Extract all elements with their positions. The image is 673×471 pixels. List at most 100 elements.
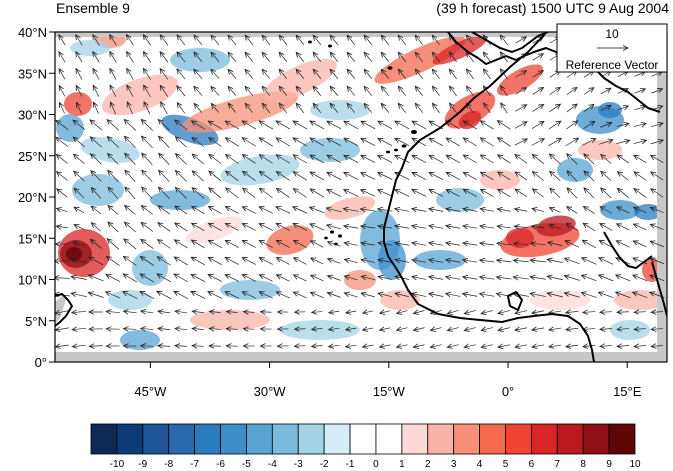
land-mask-top — [55, 32, 667, 37]
wind-vector — [124, 136, 136, 148]
wind-vector — [446, 172, 460, 180]
wind-vector — [276, 172, 290, 181]
wind-vector — [93, 68, 100, 80]
wind-vector — [174, 257, 188, 266]
wind-vector — [71, 260, 87, 263]
wind-vector — [125, 187, 136, 200]
wind-vector — [429, 226, 444, 229]
wind-vector — [364, 86, 373, 96]
wind-vector — [398, 103, 406, 113]
wind-vector — [446, 138, 461, 147]
wind-vector — [91, 154, 102, 165]
wind-vector — [209, 138, 222, 147]
wind-vector — [498, 310, 510, 313]
anomaly-blob — [380, 290, 420, 310]
wind-vector — [463, 209, 478, 212]
wind-vector — [616, 140, 629, 143]
colorbar-label: -7 — [190, 459, 199, 470]
wind-vector — [157, 257, 171, 266]
wind-vector — [73, 137, 86, 148]
wind-vector — [484, 86, 491, 97]
wind-vector — [276, 223, 291, 231]
wind-vector — [381, 103, 390, 113]
wind-vector — [378, 276, 392, 279]
anomaly-blob — [536, 215, 576, 237]
wind-vector — [480, 138, 494, 147]
wind-vector — [126, 35, 134, 46]
wind-vector — [466, 69, 474, 80]
lon-tick-label: 15°W — [373, 384, 406, 399]
wind-vector — [175, 206, 188, 215]
wind-vector — [177, 86, 186, 97]
wind-vector — [245, 103, 253, 113]
wind-vector — [395, 190, 410, 197]
wind-vector — [464, 345, 476, 348]
wind-vector — [432, 86, 440, 96]
wind-vector — [313, 52, 322, 62]
wind-vector — [312, 312, 323, 313]
wind-vector — [56, 154, 68, 164]
wind-vector — [294, 258, 307, 265]
wind-vector — [329, 328, 340, 329]
wind-vector — [600, 123, 612, 128]
wind-vector — [532, 154, 545, 164]
wind-vector — [191, 257, 205, 266]
wind-vector — [600, 207, 613, 214]
wind-vector — [447, 328, 459, 331]
anomaly-blob — [374, 36, 466, 84]
wind-vector — [429, 294, 444, 297]
wind-vector — [515, 155, 528, 164]
wind-vector — [276, 188, 290, 198]
wind-vector — [361, 209, 376, 211]
wind-vector — [397, 328, 408, 331]
colorbar-label: -4 — [268, 459, 277, 470]
wind-vector — [566, 104, 577, 113]
land-mask-right — [657, 32, 667, 362]
wind-vector — [364, 52, 373, 62]
colorbar-swatch — [168, 423, 196, 455]
wind-vector — [347, 86, 356, 96]
wind-vector — [413, 345, 425, 347]
wind-vector — [175, 120, 188, 131]
anomaly-blob — [324, 196, 376, 220]
wind-vector — [395, 209, 410, 212]
wind-vector — [566, 87, 577, 95]
wind-vector — [498, 189, 511, 197]
wind-vector — [228, 35, 237, 46]
wind-vector — [583, 206, 595, 214]
wind-vector — [347, 69, 356, 79]
island-canary-2 — [394, 148, 398, 152]
colorbar-swatch — [142, 423, 170, 455]
colorbar: -10 -9 -8 -7 -6 -5 -4 -3 -2 -1 0 1 2 3 4 5 6 7 8 9 10 — [90, 423, 641, 470]
wind-vector — [446, 209, 461, 212]
lon-tick-label: 30°W — [254, 384, 287, 399]
wind-vector — [496, 277, 512, 279]
anomaly-blob — [220, 280, 280, 300]
wind-vector — [449, 52, 457, 63]
wind-vector — [279, 69, 288, 79]
wind-vector — [547, 276, 563, 281]
wind-vector — [245, 86, 254, 96]
wind-vector — [447, 310, 459, 313]
colorbar-label: -6 — [216, 459, 225, 470]
wind-vector — [327, 293, 341, 298]
islands — [308, 40, 417, 246]
anomaly-blob — [102, 74, 178, 116]
reference-vector-box: 10 Reference Vector — [556, 23, 668, 73]
wind-vector — [567, 207, 578, 214]
wind-vector — [344, 190, 359, 197]
wind-vector — [395, 226, 410, 228]
wind-vector — [123, 311, 137, 313]
wind-vector — [380, 345, 391, 347]
wind-vector — [617, 89, 628, 94]
wind-vector — [276, 121, 291, 130]
wind-vector — [549, 311, 562, 313]
wind-vector — [583, 104, 594, 112]
wind-vector — [208, 257, 222, 265]
wind-vector — [293, 121, 308, 130]
wind-vector — [159, 170, 170, 182]
wind-vector — [242, 258, 256, 265]
wind-vector — [76, 52, 83, 63]
wind-vector — [583, 88, 594, 95]
wind-vector — [313, 35, 322, 45]
